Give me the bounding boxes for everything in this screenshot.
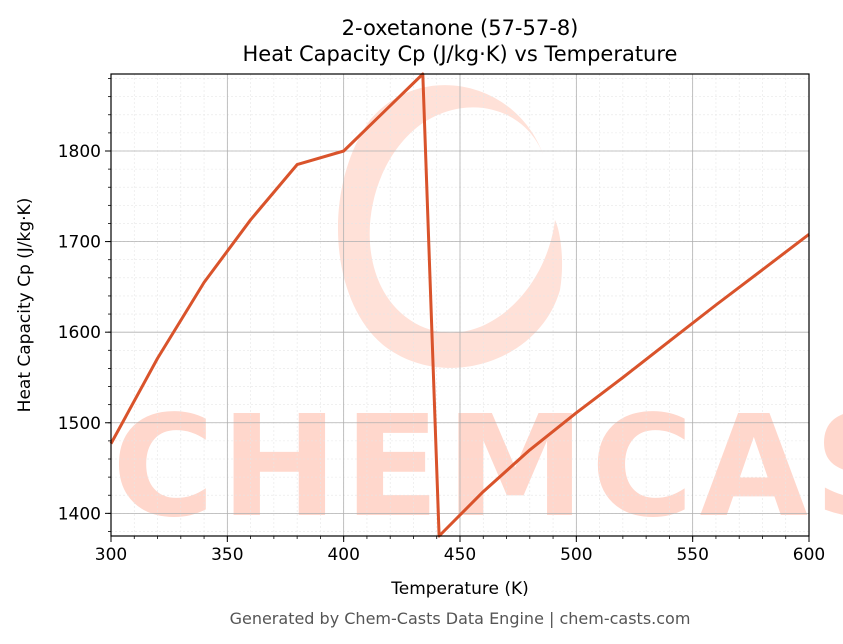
x-tick-label: 350 [211,545,243,565]
chart-title-line2: Heat Capacity Cp (J/kg·K) vs Temperature [243,42,678,66]
x-axis-label: Temperature (K) [390,579,529,599]
watermark-swirl [337,85,563,368]
x-tick-label: 500 [560,545,592,565]
chart-title-line1: 2-oxetanone (57-57-8) [342,16,579,40]
x-tick-label: 300 [95,545,127,565]
y-tick-label: 1500 [58,414,101,434]
y-axis: 1400 1500 1600 1700 1800 [58,78,111,532]
x-tick-label: 450 [444,545,476,565]
y-tick-label: 1800 [58,142,101,162]
x-tick-label: 400 [327,545,359,565]
y-tick-label: 1700 [58,233,101,253]
x-tick-label: 600 [793,545,825,565]
x-tick-label: 550 [676,545,708,565]
y-tick-label: 1600 [58,323,101,343]
x-axis: 300 350 400 450 500 550 600 [95,536,825,565]
y-axis-label: Heat Capacity Cp (J/kg·K) [15,198,35,413]
y-tick-label: 1400 [58,504,101,524]
footer-credit: Generated by Chem-Casts Data Engine | ch… [230,609,691,628]
watermark-text: CHEMCASTS [112,386,843,549]
watermark: CHEMCASTS [112,85,843,549]
